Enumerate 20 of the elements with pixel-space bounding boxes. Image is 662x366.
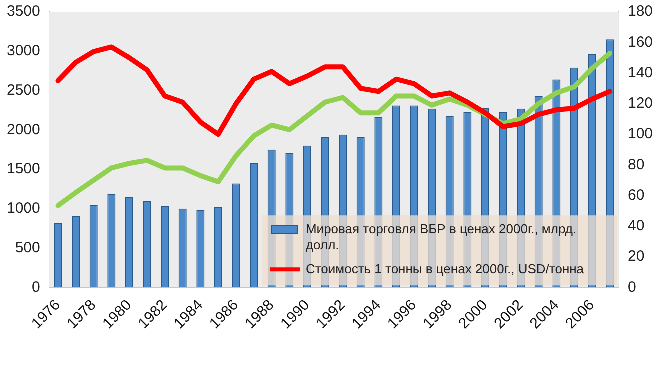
y-tick-label: 500	[15, 239, 40, 256]
y-tick-label: 0	[32, 278, 40, 296]
y2-tick-label: 160	[628, 34, 654, 51]
y2-tick-label: 100	[628, 126, 654, 143]
y-tick-label: 3500	[6, 3, 40, 20]
y-tick-label: 1500	[6, 160, 40, 178]
y-tick-label: 2500	[6, 82, 40, 99]
y-tick-label: 2000	[6, 121, 40, 138]
y2-tick-label: 180	[628, 3, 654, 20]
y2-tick-label: 80	[628, 156, 645, 174]
y2-tick-label: 40	[628, 218, 645, 235]
y-tick-label: 1000	[6, 200, 40, 218]
y-tick-label: 3000	[6, 42, 40, 60]
legend-label: Стоимость 1 тонны в ценах 2000г., USD/тонна	[306, 261, 585, 276]
y2-tick-label: 140	[628, 64, 654, 82]
y2-tick-label: 120	[628, 95, 654, 112]
legend-label: Мировая торговля ВБР в ценах 2000г., млрд. долл.	[306, 221, 577, 252]
y2-tick-label: 0	[628, 278, 636, 296]
y2-tick-label: 60	[628, 186, 645, 204]
y2-tick-label: 20	[628, 248, 645, 266]
